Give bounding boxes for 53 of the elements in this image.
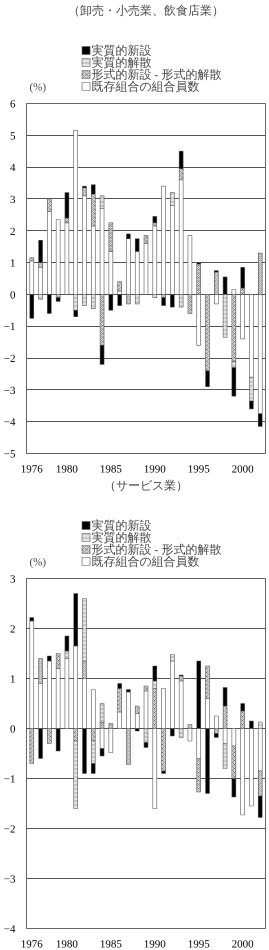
y-tick-label: 3 — [10, 574, 16, 586]
y-tick-label: 1 — [10, 258, 16, 270]
chart-title: （卸売・小売業、飲食店業） — [68, 3, 224, 18]
y-tick-label: 4 — [10, 162, 16, 174]
legend-label: 形式的新設 - 形式的解散 — [91, 68, 222, 82]
x-tick-label: 1976 — [20, 938, 44, 950]
bar — [152, 226, 158, 295]
bar — [188, 728, 192, 742]
bar — [56, 219, 60, 295]
bar — [56, 297, 60, 302]
x-tick-label: 2000 — [232, 464, 254, 476]
x-tick-label: 1995 — [188, 938, 210, 950]
x-tick-label: 2000 — [232, 938, 254, 950]
y-tick-label: 2 — [10, 226, 16, 238]
y-tick-label: −4 — [4, 416, 16, 429]
y-tick-label: 2 — [10, 624, 16, 636]
y-tick-label: −4 — [4, 924, 16, 936]
x-tick-label: 1976 — [20, 464, 44, 476]
bar — [161, 186, 166, 295]
x-tick-label: 1980 — [56, 464, 78, 476]
y-tick-label: 1 — [10, 674, 16, 686]
x-tick-label: 1990 — [144, 464, 166, 476]
bar — [161, 297, 166, 306]
y-tick-label: 6 — [10, 98, 16, 110]
y-tick-label: −1 — [4, 774, 16, 786]
y-tick-label: 5 — [10, 130, 16, 142]
legend-label: 実質的新設 — [91, 518, 152, 532]
y-tick-label: 0 — [10, 724, 16, 736]
x-tick-label: 1985 — [100, 464, 122, 476]
y-tick-label: −3 — [4, 874, 16, 886]
bar — [117, 294, 122, 306]
bar — [214, 716, 219, 729]
x-tick-label: 1980 — [56, 938, 78, 950]
x-tick-label: 1990 — [144, 938, 166, 950]
y-tick-label: −2 — [4, 824, 16, 836]
y-tick-label: 0 — [10, 289, 16, 302]
y-tick-label: −2 — [4, 353, 16, 366]
y-tick-label: −1 — [4, 321, 16, 334]
legend-label: 既存組合の組合員数 — [91, 554, 200, 568]
legend-label: 既存組合の組合員数 — [91, 80, 200, 94]
x-tick-label: 1995 — [188, 464, 210, 476]
y-tick-label: 3 — [10, 194, 16, 206]
x-tick-label: 1985 — [100, 938, 122, 950]
chart-title: （サービス業） — [104, 478, 188, 492]
y-tick-label: −3 — [4, 384, 16, 397]
legend-label: 形式的新設 - 形式的解散 — [91, 542, 222, 556]
legend-label: 実質的解散 — [91, 530, 152, 544]
y-axis-title: (%) — [30, 82, 46, 94]
y-axis-title: (%) — [30, 556, 46, 568]
y-tick-label: −5 — [4, 448, 16, 460]
legend-label: 実質的新設 — [91, 44, 152, 58]
legend-label: 実質的解散 — [91, 56, 152, 70]
bar — [152, 216, 158, 224]
